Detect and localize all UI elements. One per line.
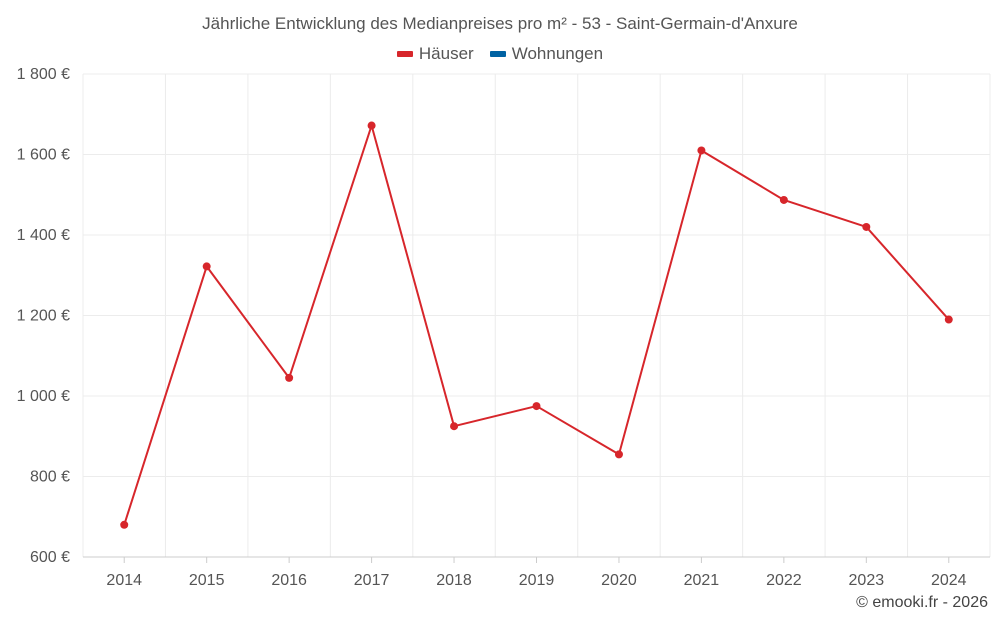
y-tick-label: 1 000 € — [17, 388, 70, 405]
legend-label-apartments: Wohnungen — [511, 44, 604, 63]
y-tick-label: 1 200 € — [17, 308, 70, 325]
legend: Häuser Wohnungen — [0, 44, 1000, 64]
data-point — [614, 450, 623, 459]
data-point — [944, 315, 953, 324]
x-tick-label: 2015 — [189, 572, 225, 589]
data-point — [120, 520, 129, 529]
data-point — [779, 195, 788, 204]
legend-swatch-apartments — [489, 51, 506, 57]
x-tick-label: 2021 — [684, 572, 720, 589]
x-tick-label: 2020 — [601, 572, 637, 589]
credit-text: © emooki.fr - 2026 — [856, 594, 988, 611]
x-tick-label: 2019 — [519, 572, 555, 589]
x-tick-label: 2024 — [931, 572, 967, 589]
data-point — [862, 222, 871, 231]
x-tick-label: 2017 — [354, 572, 390, 589]
x-tick-label: 2018 — [436, 572, 472, 589]
chart-title: Jährliche Entwicklung des Medianpreises … — [202, 14, 798, 33]
y-tick-label: 1 400 € — [17, 227, 70, 244]
x-tick-label: 2023 — [849, 572, 885, 589]
y-tick-label: 1 800 € — [17, 66, 70, 83]
data-point — [532, 402, 541, 411]
x-tick-label: 2022 — [766, 572, 802, 589]
legend-swatch-houses — [396, 51, 413, 57]
data-point — [697, 146, 706, 155]
data-point — [367, 121, 376, 130]
x-tick-label: 2016 — [271, 572, 307, 589]
y-tick-label: 600 € — [30, 549, 70, 566]
y-tick-label: 800 € — [30, 469, 70, 486]
legend-label-houses: Häuser — [418, 44, 474, 63]
data-point — [202, 262, 211, 271]
data-point — [450, 422, 459, 431]
legend-item-apartments[interactable]: Wohnungen — [489, 44, 604, 64]
x-tick-label: 2014 — [106, 572, 142, 589]
data-point — [285, 373, 294, 382]
y-tick-label: 1 600 € — [17, 147, 70, 164]
legend-item-houses[interactable]: Häuser — [396, 44, 474, 64]
